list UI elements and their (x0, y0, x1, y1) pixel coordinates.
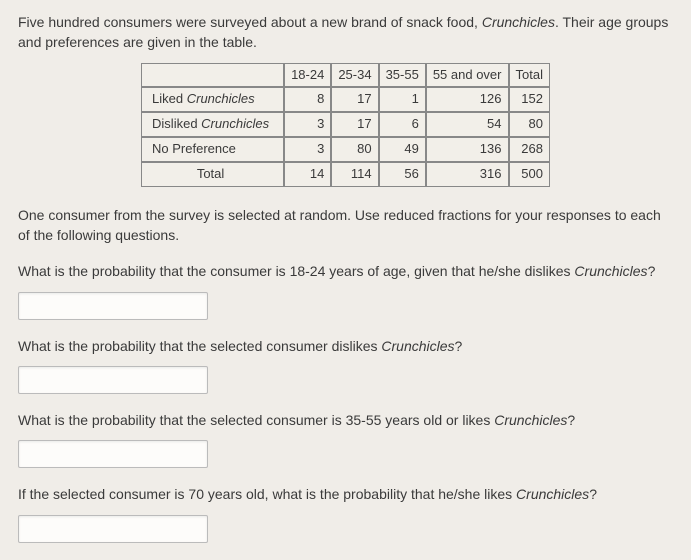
cell: 114 (331, 162, 378, 187)
cell: 80 (509, 112, 550, 137)
cell: 54 (426, 112, 509, 137)
cell: 152 (509, 87, 550, 112)
intro-text: Five hundred consumers were surveyed abo… (18, 12, 673, 53)
label-text: No Preference (152, 141, 236, 156)
table-header-row: 18-24 25-34 35-55 55 and over Total (141, 63, 550, 88)
q-em: Crunchicles (381, 338, 454, 354)
q-em: Crunchicles (494, 412, 567, 428)
cell: 17 (331, 87, 378, 112)
question-2: What is the probability that the selecte… (18, 336, 673, 356)
blank-header (141, 63, 284, 88)
cell: 14 (284, 162, 331, 187)
q-suffix: ? (648, 263, 656, 279)
question-3: What is the probability that the selecte… (18, 410, 673, 430)
cell: 6 (379, 112, 426, 137)
answer-input-3[interactable] (18, 440, 208, 468)
cell: 500 (509, 162, 550, 187)
col-18-24: 18-24 (284, 63, 331, 88)
question-4: If the selected consumer is 70 years old… (18, 484, 673, 504)
table-row: Liked Crunchicles 8 17 1 126 152 (141, 87, 550, 112)
row-label: Liked Crunchicles (141, 87, 284, 112)
label-text: Disliked (152, 116, 201, 131)
label-em: Crunchicles (201, 116, 269, 131)
brand-name: Crunchicles (482, 14, 555, 30)
cell: 1 (379, 87, 426, 112)
answer-input-1[interactable] (18, 292, 208, 320)
cell: 49 (379, 137, 426, 162)
survey-table: 18-24 25-34 35-55 55 and over Total Like… (141, 63, 550, 187)
col-35-55: 35-55 (379, 63, 426, 88)
col-55-over: 55 and over (426, 63, 509, 88)
row-label: Total (141, 162, 284, 187)
row-label: Disliked Crunchicles (141, 112, 284, 137)
q-suffix: ? (589, 486, 597, 502)
q-text: If the selected consumer is 70 years old… (18, 486, 516, 502)
table-row: Disliked Crunchicles 3 17 6 54 80 (141, 112, 550, 137)
cell: 17 (331, 112, 378, 137)
table-row: No Preference 3 80 49 136 268 (141, 137, 550, 162)
q-text: What is the probability that the selecte… (18, 338, 381, 354)
col-total: Total (509, 63, 550, 88)
cell: 126 (426, 87, 509, 112)
cell: 136 (426, 137, 509, 162)
col-25-34: 25-34 (331, 63, 378, 88)
row-label: No Preference (141, 137, 284, 162)
q-em: Crunchicles (574, 263, 647, 279)
table-row: Total 14 114 56 316 500 (141, 162, 550, 187)
answer-input-4[interactable] (18, 515, 208, 543)
cell: 56 (379, 162, 426, 187)
cell: 3 (284, 137, 331, 162)
q-suffix: ? (455, 338, 463, 354)
q-suffix: ? (567, 412, 575, 428)
cell: 316 (426, 162, 509, 187)
data-table-container: 18-24 25-34 35-55 55 and over Total Like… (18, 63, 673, 187)
cell: 80 (331, 137, 378, 162)
cell: 8 (284, 87, 331, 112)
answer-input-2[interactable] (18, 366, 208, 394)
intro-part1: Five hundred consumers were surveyed abo… (18, 14, 482, 30)
label-text: Liked (152, 91, 187, 106)
label-text: Total (197, 166, 224, 181)
q-text: What is the probability that the selecte… (18, 412, 494, 428)
label-em: Crunchicles (187, 91, 255, 106)
q-em: Crunchicles (516, 486, 589, 502)
q-text: What is the probability that the consume… (18, 263, 574, 279)
cell: 268 (509, 137, 550, 162)
cell: 3 (284, 112, 331, 137)
question-1: What is the probability that the consume… (18, 261, 673, 281)
question-intro: One consumer from the survey is selected… (18, 205, 673, 246)
